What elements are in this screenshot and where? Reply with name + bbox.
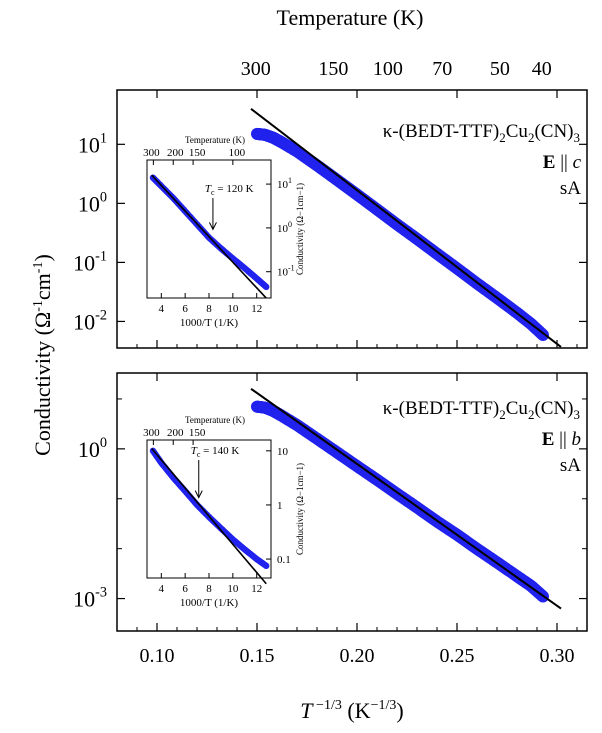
inset-top-tick-label: 300 [143, 147, 160, 159]
inset-x-label: 1000/T (1/K) [180, 597, 238, 609]
inset-top-tick-label: 200 [167, 427, 184, 439]
top-panel-sample-label: sA [560, 178, 581, 199]
top-temperature-tick-label: 150 [318, 58, 348, 80]
inset-y-tick-label: 10-1 [277, 264, 295, 279]
inset-y-tick-label: 100 [277, 220, 292, 235]
x-tick-label: 0.15 [240, 645, 275, 667]
inset-y-label: Conductivity (Ω−1cm−1) [295, 463, 305, 555]
bottom-x-ticks: 0.10 0.15 0.20 0.25 0.30 [140, 645, 575, 667]
x-tick-label: 0.30 [540, 645, 575, 667]
inset-data-point [263, 284, 269, 290]
top-axis-label: Temperature (K) [277, 5, 424, 30]
top-temperature-tick-label: 70 [432, 58, 452, 80]
top-panel-field-label: E || c [543, 152, 582, 173]
inset-top-axis-label: Temperature (K) [185, 415, 245, 425]
top-temperature-tick-label: 300 [241, 58, 271, 80]
inset-x-tick-label: 10 [227, 303, 239, 315]
top-temperature-ticks: 300 150 100 70 50 40 [241, 58, 552, 80]
inset-x-tick-label: 12 [251, 583, 262, 595]
bottom-panel-compound-label: κ-(BEDT-TTF)2Cu2(CN)3 [383, 398, 580, 422]
x-tick-label: 0.20 [340, 645, 375, 667]
inset-data-point [263, 563, 269, 569]
inset-x-tick-label: 8 [206, 583, 212, 595]
top-temperature-tick-label: 50 [490, 58, 510, 80]
inset-x-tick-label: 8 [206, 303, 212, 315]
y-tick-label: 100 [78, 435, 107, 462]
inset-x-tick-label: 6 [182, 583, 188, 595]
bottom-panel-sample-label: sA [560, 455, 581, 476]
inset: 4 6 8 10 12 1000/T (1/K) 300 200 150 100 Temperatu… [143, 135, 305, 329]
inset-top-axis-label: Temperature (K) [185, 135, 245, 145]
inset-x-tick-label: 4 [159, 303, 165, 315]
top-temperature-tick-label: 40 [532, 58, 552, 80]
y-tick-label: 10-2 [73, 308, 107, 335]
inset-top-tick-label: 200 [167, 147, 184, 159]
inset-x-tick-label: 10 [227, 583, 239, 595]
inset-x-tick-label: 6 [182, 303, 188, 315]
bottom-panel-field-label: E || b [542, 429, 581, 450]
inset-top-tick-label: 150 [189, 427, 206, 439]
y-tick-label: 101 [78, 130, 107, 157]
inset-y-tick-label: 0.1 [277, 554, 291, 566]
inset-top-tick-label: 300 [143, 427, 160, 439]
y-tick-label: 100 [78, 189, 107, 216]
inset-top-tick-label: 150 [189, 147, 206, 159]
x-tick-label: 0.25 [440, 645, 475, 667]
y-tick-label: 10-3 [73, 585, 107, 612]
x-tick-label: 0.10 [140, 645, 175, 667]
inset-y-tick-label: 101 [277, 176, 292, 191]
x-axis-label: T −1/3 (K−1/3) [300, 698, 403, 723]
inset-x-label: 1000/T (1/K) [180, 317, 238, 329]
inset-y-label: Conductivity (Ω−1cm−1) [295, 183, 305, 275]
top-panel-compound-label: κ-(BEDT-TTF)2Cu2(CN)3 [383, 121, 580, 145]
inset-y-tick-label: 1 [277, 500, 283, 512]
inset-y-tick-label: 10 [277, 446, 289, 458]
inset: 4 6 8 10 12 1000/T (1/K) 300 200 150 Temperature … [143, 415, 305, 609]
top-temperature-tick-label: 100 [373, 58, 403, 80]
inset-top-tick-label: 100 [229, 147, 246, 159]
y-tick-label: 10-1 [73, 248, 107, 275]
inset-x-tick-label: 4 [159, 583, 165, 595]
inset-x-tick-label: 12 [251, 303, 262, 315]
y-axis-label: Conductivity (Ω-1cm-1) [30, 254, 55, 456]
